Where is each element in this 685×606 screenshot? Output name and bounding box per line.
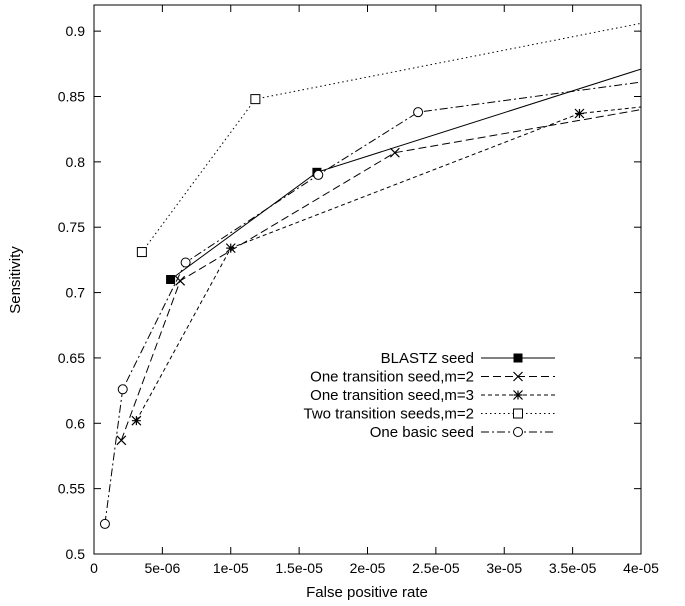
x-tick-label: 3.5e-05 <box>549 560 597 576</box>
series-line-blastz-seed <box>170 68 642 280</box>
y-tick-label: 0.6 <box>66 415 86 431</box>
y-tick-label: 0.75 <box>58 219 85 235</box>
legend-marker-one-basic-seed <box>513 427 523 437</box>
x-tick-label: 1.5e-05 <box>275 560 323 576</box>
data-point-one-basic-seed <box>313 169 324 180</box>
data-point-one-transition-seed-m-3 <box>574 108 585 119</box>
legend-label-two-transition-seeds-m-2: Two transition seeds,m=2 <box>303 406 474 423</box>
legend-label-blastz-seed: BLASTZ seed <box>381 350 474 367</box>
legend-marker-one-transition-seed-m-2 <box>513 371 523 382</box>
data-point-one-transition-seed-m-2 <box>175 275 186 286</box>
y-tick-label: 0.5 <box>66 546 86 562</box>
y-tick-label: 0.7 <box>66 285 86 301</box>
series-line-one-basic-seed <box>104 81 642 524</box>
data-point-one-transition-seed-m-2 <box>116 435 127 446</box>
x-axis-ticks: 0 5e-06 1e-05 1.5e-05 2e-05 2.5e-05 3e-05 3.5e-… <box>90 5 659 576</box>
x-tick-label: 0 <box>90 560 98 576</box>
data-point-one-transition-seed-m-3 <box>131 415 142 426</box>
x-tick-label: 4e-05 <box>623 560 659 576</box>
x-tick-label: 2.5e-05 <box>412 560 460 576</box>
series-layer <box>99 22 642 529</box>
x-tick-label: 1e-05 <box>213 560 249 576</box>
y-tick-label: 0.8 <box>66 154 86 170</box>
x-tick-label: 3e-05 <box>486 560 522 576</box>
legend-marker-two-transition-seeds-m-2 <box>513 408 523 419</box>
data-point-two-transition-seeds-m-2 <box>250 94 261 105</box>
series-line-one-transition-seed-m-2 <box>120 109 642 441</box>
data-point-two-transition-seeds-m-2 <box>136 247 147 258</box>
series-line-one-transition-seed-m-3 <box>135 106 642 421</box>
x-tick-label: 2e-05 <box>350 560 386 576</box>
legend-marker-blastz-seed <box>513 353 523 363</box>
legend-label-one-transition-seed-m-2: One transition seed,m=2 <box>310 369 474 386</box>
data-point-one-basic-seed <box>413 107 424 118</box>
y-tick-label: 0.55 <box>58 481 85 497</box>
data-point-one-basic-seed <box>180 257 191 268</box>
x-axis-title: False positive rate <box>306 584 428 601</box>
y-tick-label: 0.9 <box>66 23 86 39</box>
data-point-one-basic-seed <box>99 518 110 529</box>
data-point-one-transition-seed-m-2 <box>389 147 400 158</box>
data-point-one-basic-seed <box>117 384 128 395</box>
legend-marker-one-transition-seed-m-3 <box>513 390 523 400</box>
data-point-blastz-seed <box>166 275 176 284</box>
y-axis-ticks: 0.5 0.55 0.6 0.65 0.7 0.75 0.8 0.85 0.9 <box>58 23 641 562</box>
series-line-two-transition-seeds-m-2 <box>141 22 642 253</box>
y-tick-label: 0.85 <box>58 89 85 105</box>
plot-frame <box>93 4 642 555</box>
y-tick-label: 0.65 <box>58 350 85 366</box>
legend-label-one-basic-seed: One basic seed <box>370 424 474 441</box>
legend-label-one-transition-seed-m-3: One transition seed,m=3 <box>310 387 474 404</box>
data-point-one-transition-seed-m-3 <box>225 243 236 254</box>
y-axis-title: Sensitivity <box>7 246 24 314</box>
x-tick-label: 5e-06 <box>144 560 180 576</box>
